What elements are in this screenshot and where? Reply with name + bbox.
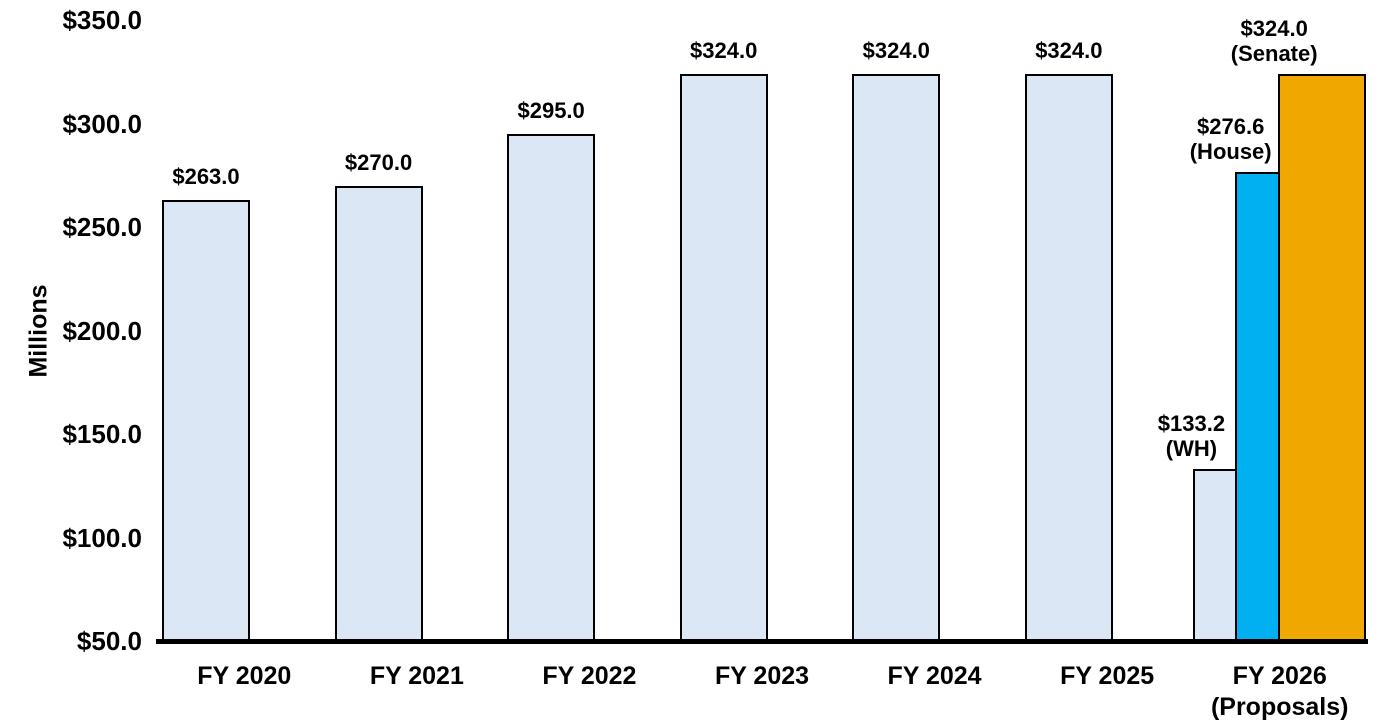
bar-fy-2026-house [1234,171,1281,641]
bar-fy-2026-wh [1193,468,1238,641]
bar-fy-2026-senate [1277,73,1367,641]
y-axis-tick-100: $100.0 [62,522,142,553]
x-axis-label-fy-2026: FY 2026 (Proposals) [1210,662,1349,721]
y-axis-tick-300: $300.0 [62,108,142,139]
bar-fy-2025 [1024,73,1113,641]
bar-value-label-fy-2022: $295.0 [517,97,585,123]
x-axis-label-fy-2023: FY 2023 [714,662,810,690]
bar-value-label-fy-2023: $324.0 [690,37,758,63]
y-axis-tick-350: $350.0 [62,5,142,35]
bar-fy-2023 [679,73,768,641]
bar-value-label-senate: $324.0 (Senate) [1230,15,1318,66]
bar-value-label-fy-2021: $270.0 [344,149,413,175]
bar-fy-2020 [162,200,250,641]
bar-value-label-fy-2025: $324.0 [1035,37,1103,63]
y-axis-tick-250: $250.0 [62,212,142,242]
x-axis-label-fy-2024: FY 2024 [887,662,982,690]
x-axis-label-fy-2025: FY 2025 [1060,662,1155,690]
x-axis-label-fy-2020: FY 2020 [197,662,292,690]
bar-fy-2021 [334,185,423,641]
bar-value-label-fy-2024: $324.0 [862,37,930,63]
y-axis-tick-50: $50.0 [76,626,142,656]
x-axis-label-fy-2022: FY 2022 [542,662,637,690]
x-axis-line [156,639,1368,644]
bar-value-label-fy-2020: $263.0 [172,164,240,190]
bar-value-label-house: $276.6 (House) [1189,113,1272,164]
y-axis-tick-200: $200.0 [62,315,142,346]
x-axis-label-fy-2021: FY 2021 [369,662,464,690]
bar-value-label-wh: $133.2 (WH) [1157,410,1226,461]
y-axis-tick-150: $150.0 [62,419,142,449]
bar-fy-2024 [852,73,941,641]
bar-fy-2022 [507,133,596,641]
